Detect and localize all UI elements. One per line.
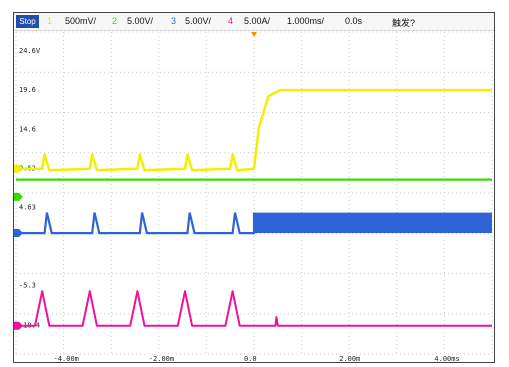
ch3-switching-block bbox=[254, 212, 492, 234]
x-axis-label: -2.00m bbox=[149, 355, 174, 362]
y-axis-label: 19.6 bbox=[19, 86, 36, 94]
ch4-scale[interactable]: 5.00A/ bbox=[244, 16, 271, 26]
ch3-number[interactable]: 3 bbox=[171, 16, 177, 26]
x-axis-label: -4.00m bbox=[54, 355, 79, 362]
ch3-waveform bbox=[16, 212, 256, 235]
trigger-position-marker bbox=[251, 32, 257, 37]
x-axis-label: 0.0 bbox=[244, 355, 257, 362]
channel-status-bar: Stop 1 500mV/ 2 5.00V/ 3 5.00V/ 4 5.00A/… bbox=[14, 13, 494, 31]
run-state-badge[interactable]: Stop bbox=[16, 15, 39, 28]
ch1-waveform bbox=[16, 88, 492, 172]
x-axis-label: 4.00ms bbox=[434, 355, 459, 362]
ch1-number[interactable]: 1 bbox=[47, 16, 53, 26]
timebase-value[interactable]: 1.000ms/ bbox=[287, 16, 325, 26]
ch2-number[interactable]: 2 bbox=[112, 16, 118, 26]
ch4-waveform bbox=[16, 290, 492, 327]
y-axis-label: 14.6 bbox=[19, 125, 36, 133]
trigger-status[interactable]: 触发? bbox=[392, 18, 416, 28]
y-axis-label: -5.3 bbox=[19, 282, 36, 290]
y-axis-label: 24.6V bbox=[19, 47, 41, 55]
x-axis-label: 2.00m bbox=[339, 355, 360, 362]
delay-value[interactable]: 0.0s bbox=[345, 16, 363, 26]
ch4-number[interactable]: 4 bbox=[228, 16, 234, 26]
ch1-scale[interactable]: 500mV/ bbox=[65, 16, 97, 26]
ch3-scale[interactable]: 5.00V/ bbox=[185, 16, 212, 26]
y-axis-label: 4.63 bbox=[19, 204, 36, 212]
ch2-ground-marker bbox=[14, 192, 23, 201]
scope-screen: Stop 1 500mV/ 2 5.00V/ 3 5.00V/ 4 5.00A/… bbox=[13, 12, 495, 363]
ch2-scale[interactable]: 5.00V/ bbox=[127, 16, 154, 26]
